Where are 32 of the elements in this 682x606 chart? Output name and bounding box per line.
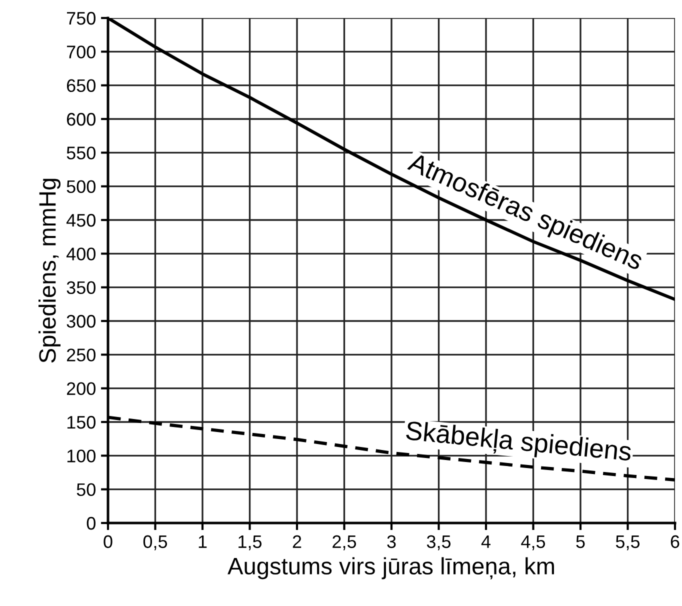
y-tick-label: 150 (67, 416, 96, 429)
x-tick-label: 3 (387, 535, 396, 548)
x-tick-label: 4 (481, 535, 490, 548)
y-tick-label: 750 (67, 12, 96, 25)
y-tick-label: 50 (76, 483, 96, 496)
y-tick-label: 450 (66, 214, 96, 227)
annotation: Skābekļa spiediens (405, 420, 632, 466)
y-tick-label: 650 (66, 79, 96, 92)
y-tick-label: 0 (86, 516, 96, 530)
x-tick-label: 1 (198, 535, 207, 548)
x-tick-label: 2 (292, 535, 302, 548)
x-tick-label: 5,5 (616, 535, 640, 550)
y-tick-label: 100 (67, 450, 96, 462)
y-tick-label: 350 (66, 281, 96, 294)
y-tick-label: 500 (66, 180, 96, 194)
x-tick-label: 4,5 (521, 535, 546, 550)
x-tick-label: 1,5 (238, 535, 262, 550)
y-tick-label: 550 (66, 146, 96, 160)
y-tick-label: 250 (66, 348, 96, 362)
x-tick-label: 6 (670, 535, 680, 548)
y-tick-label: 700 (67, 46, 96, 58)
x-tick-label: 0,5 (143, 535, 168, 550)
y-axis-title: Spiediens, mmHg (38, 178, 61, 363)
y-tick-label: 400 (66, 248, 96, 260)
x-tick-label: 2,5 (332, 535, 356, 550)
x-axis-title: Augstums virs jūras līmeņa, km (228, 557, 554, 580)
x-tick-label: 3,5 (426, 535, 451, 550)
y-tick-label: 600 (66, 112, 96, 126)
y-tick-label: 200 (66, 382, 96, 396)
x-tick-label: 0 (104, 535, 112, 548)
y-tick-label: 300 (66, 314, 96, 328)
x-tick-label: 5 (576, 535, 585, 548)
